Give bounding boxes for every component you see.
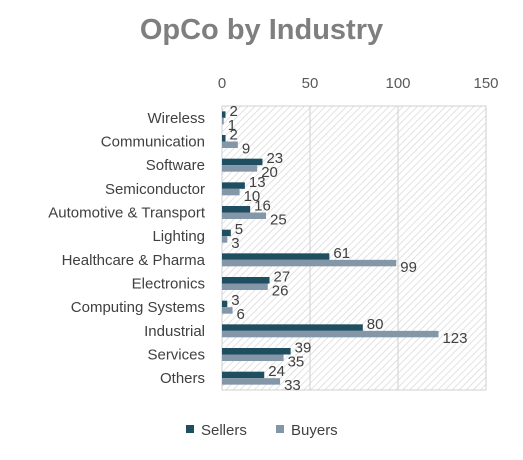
data-label-buyers-2: 20 — [261, 164, 278, 181]
data-label-buyers-8: 6 — [237, 306, 245, 323]
data-label-sellers-11: 24 — [268, 363, 285, 380]
data-label-buyers-4: 25 — [270, 212, 287, 229]
legend-swatch-buyers — [276, 425, 284, 433]
gridlines — [221, 106, 487, 390]
bar-sellers-11 — [222, 371, 265, 379]
data-label-sellers-2: 23 — [266, 150, 283, 167]
data-label-sellers-7: 27 — [274, 269, 291, 286]
category-label-5: Lighting — [152, 228, 205, 245]
data-label-buyers-6: 99 — [400, 259, 417, 276]
bar-buyers-6 — [222, 259, 397, 267]
data-label-sellers-3: 13 — [249, 174, 266, 191]
bar-buyers-10 — [222, 354, 284, 361]
data-label-sellers-6: 61 — [333, 245, 350, 262]
category-label-8: Computing Systems — [71, 299, 205, 316]
data-label-buyers-7: 26 — [272, 283, 289, 300]
data-label-sellers-0: 2 — [230, 103, 238, 120]
bar-buyers-3 — [222, 188, 240, 196]
bar-sellers-7 — [222, 277, 270, 284]
bar-buyers-7 — [222, 283, 268, 290]
data-label-sellers-10: 39 — [295, 340, 312, 357]
bar-sellers-10 — [222, 348, 291, 355]
category-label-6: Healthcare & Pharma — [62, 252, 206, 269]
bar-buyers-5 — [222, 236, 228, 243]
x-tick-label-50: 50 — [302, 75, 319, 92]
x-tick-label-150: 150 — [473, 75, 498, 92]
category-label-11: Others — [160, 370, 205, 387]
data-label-buyers-1: 9 — [242, 141, 250, 158]
category-label-7: Electronics — [132, 276, 205, 293]
data-label-buyers-9: 123 — [442, 330, 467, 347]
x-tick-label-100: 100 — [385, 75, 410, 92]
category-label-10: Services — [147, 347, 205, 364]
bar-buyers-4 — [222, 212, 266, 219]
legend-swatch-sellers — [186, 425, 194, 433]
x-tick-label-0: 0 — [218, 75, 226, 92]
data-label-buyers-10: 35 — [288, 354, 305, 371]
category-label-4: Automotive & Transport — [48, 205, 206, 222]
bar-sellers-4 — [222, 206, 251, 213]
bar-sellers-0 — [222, 111, 226, 118]
bar-buyers-0 — [222, 117, 224, 125]
data-labels: 2129232013101625536199272636801233935243… — [228, 103, 468, 394]
data-label-sellers-1: 2 — [230, 127, 238, 144]
chart-title: OpCo by Industry — [139, 14, 384, 46]
data-label-sellers-8: 3 — [231, 292, 239, 309]
bar-sellers-8 — [222, 300, 228, 308]
bar-sellers-9 — [222, 324, 363, 331]
x-axis-ticks: 0 50 100 150 — [218, 75, 499, 92]
bar-buyers-1 — [222, 141, 238, 148]
bar-buyers-9 — [222, 330, 439, 338]
data-label-buyers-11: 33 — [284, 377, 301, 394]
bar-buyers-11 — [222, 378, 281, 385]
bar-buyers-2 — [222, 165, 258, 172]
category-label-2: Software — [146, 157, 205, 174]
bars — [222, 111, 439, 385]
data-label-buyers-0: 1 — [228, 117, 236, 134]
bar-sellers-5 — [222, 229, 231, 237]
category-labels: Wireless Communication Software Semiconduct… — [48, 110, 206, 387]
bar-sellers-6 — [222, 253, 330, 260]
bar-buyers-8 — [222, 307, 233, 314]
data-label-sellers-4: 16 — [254, 198, 271, 215]
data-label-sellers-5: 5 — [235, 221, 243, 238]
plot-area — [221, 105, 487, 391]
category-label-3: Semiconductor — [105, 181, 205, 198]
legend-label-sellers: Sellers — [201, 422, 247, 439]
data-label-sellers-9: 80 — [367, 316, 384, 333]
data-label-buyers-5: 3 — [231, 235, 239, 252]
category-label-0: Wireless — [147, 110, 205, 127]
category-label-9: Industrial — [144, 323, 205, 340]
legend: Sellers Buyers — [186, 422, 338, 439]
bar-sellers-2 — [222, 158, 263, 166]
bar-sellers-1 — [222, 135, 226, 142]
legend-label-buyers: Buyers — [291, 422, 338, 439]
category-label-1: Communication — [101, 134, 205, 151]
bar-sellers-3 — [222, 182, 245, 189]
data-label-buyers-3: 10 — [244, 188, 261, 205]
